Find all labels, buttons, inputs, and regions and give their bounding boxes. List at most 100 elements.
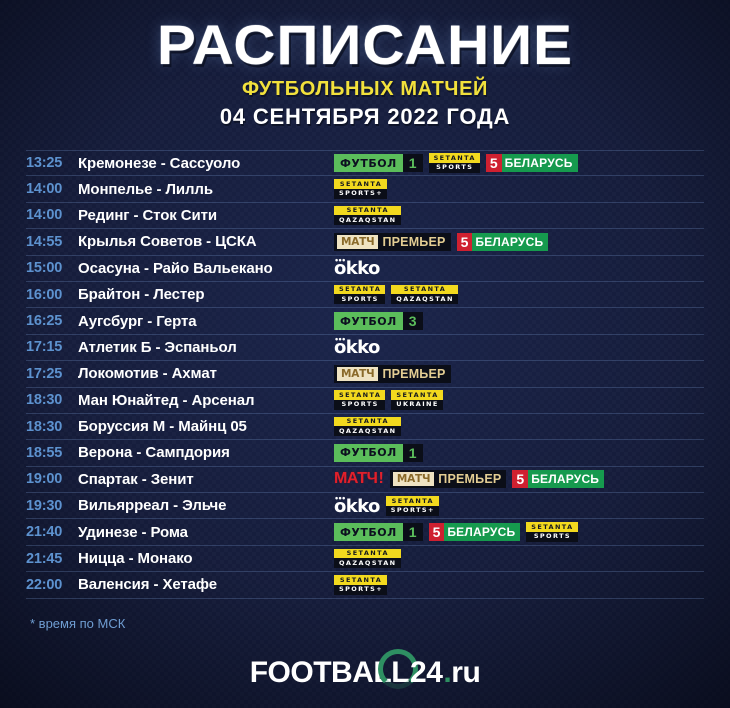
match-channels: ФУТБОЛ 1 SETANTA SPORTS 5 БЕЛАРУСЬ [334, 151, 680, 175]
match-time: 19:00 [26, 471, 63, 488]
match-channels: SETANTA QAZAQSTAN [334, 203, 680, 228]
setanta-variant: QAZAQSTAN [334, 215, 401, 226]
match-row: 18:30 Ман Юнайтед - Арсенал SETANTA SPORTS S… [26, 388, 704, 414]
match-row: 15:00 Осасуна - Райо Вальекано ••• okko [26, 256, 704, 282]
futbol-number: 3 [402, 312, 423, 331]
match-time: 19:30 [26, 497, 63, 514]
futbol-number: 1 [402, 523, 423, 542]
match-badge: МАТЧ [337, 234, 379, 249]
match-teams: Вильярреал - Эльче [78, 497, 227, 515]
match-teams: Рединг - Сток Сити [78, 206, 217, 224]
brand-text-ru: ru [451, 656, 481, 689]
premier-word: ПРЕМЬЕР [382, 234, 446, 249]
belarus-word: БЕЛАРУСЬ [528, 470, 605, 489]
page-date: 04 СЕНТЯБРЯ 2022 ГОДА [219, 104, 511, 129]
match-time: 18:30 [26, 392, 63, 409]
match-channels: МАТЧ ПРЕМЬЕР 5 БЕЛАРУСЬ [334, 229, 680, 254]
match-channels: SETANTA QAZAQSTAN [334, 414, 680, 439]
match-row: 16:25 Аугсбург - Герта ФУТБОЛ 3 [26, 308, 704, 335]
channel-logo-futbol: ФУТБОЛ 1 [334, 443, 423, 462]
channel-logo-match-tv: МАТЧ! [334, 470, 384, 488]
channel-logo-setanta: SETANTA QAZAQSTAN [391, 284, 458, 305]
match-channels: SETANTA SPORTS SETANTA UKRAINE [334, 388, 680, 413]
setanta-brand: SETANTA [526, 522, 578, 532]
channel-logo-futbol: ФУТБОЛ 1 [334, 154, 423, 173]
match-channels: ••• okko [334, 256, 680, 281]
page-subtitle: ФУТБОЛЬНЫХ МАТЧЕЙ [241, 78, 489, 100]
premier-word: ПРЕМЬЕР [438, 472, 502, 487]
channel-logo-setanta: SETANTA SPORTS [334, 390, 386, 410]
okko-dots-icon: ••• [335, 255, 346, 266]
match-channels: МАТЧ! МАТЧ ПРЕМЬЕР 5 БЕЛАРУСЬ [334, 467, 680, 492]
match-row: 19:00 Спартак - Зенит МАТЧ! МАТЧ ПРЕМЬЕР 5 БЕЛ… [26, 467, 704, 494]
channel-logo-setanta: SETANTA SPORTS+ [334, 179, 388, 199]
futbol-number: 1 [402, 154, 423, 173]
match-time: 16:25 [26, 313, 63, 330]
match-channels: МАТЧ ПРЕМЬЕР [334, 361, 680, 386]
match-channels: ФУТБОЛ 1 5 БЕЛАРУСЬ SETANTA SPORTS [334, 519, 680, 544]
channel-logo-setanta: SETANTA SPORTS+ [385, 496, 439, 516]
match-channels: ФУТБОЛ 3 [334, 308, 680, 333]
setanta-variant: SPORTS+ [334, 188, 388, 199]
setanta-variant: UKRAINE [391, 399, 443, 410]
belarus-number: 5 [456, 232, 473, 251]
premier-word: ПРЕМЬЕР [382, 366, 446, 381]
channel-logo-setanta: SETANTA SPORTS+ [334, 575, 388, 595]
match-time: 17:15 [26, 339, 63, 356]
setanta-variant: SPORTS [428, 162, 480, 173]
match-channels: ••• okko [334, 335, 680, 360]
channel-logo-okko: ••• okko [334, 255, 380, 280]
belarus-number: 5 [485, 154, 502, 173]
channel-logo-belarus5: 5 БЕЛАРУСЬ [485, 154, 578, 173]
setanta-brand: SETANTA [385, 496, 439, 506]
page-title: РАСПИСАНИЕ [157, 13, 573, 76]
match-teams: Ман Юнайтед - Арсенал [78, 391, 255, 409]
channel-logo-setanta: SETANTA QAZAQSTAN [334, 205, 401, 226]
belarus-number: 5 [428, 523, 445, 542]
belarus-word: БЕЛАРУСЬ [472, 232, 549, 251]
match-channels: SETANTA SPORTS+ [334, 176, 680, 201]
match-teams: Осасуна - Райо Вальекано [78, 259, 273, 277]
match-teams: Крылья Советов - ЦСКА [78, 233, 257, 251]
match-teams: Брайтон - Лестер [78, 286, 205, 304]
match-row: 17:25 Локомотив - Ахмат МАТЧ ПРЕМЬЕР [26, 361, 704, 388]
setanta-brand: SETANTA [334, 575, 388, 585]
setanta-brand: SETANTA [334, 416, 401, 427]
channel-logo-setanta: SETANTA SPORTS [526, 522, 578, 542]
match-time: 14:55 [26, 233, 63, 250]
match-row: 18:30 Боруссия М - Майнц 05 SETANTA QAZAQST… [26, 414, 704, 441]
match-teams: Верона - Сампдория [78, 444, 230, 462]
football24-logo[interactable]: FOOTBALL 24 . ru [250, 649, 481, 690]
channel-logo-belarus5: 5 БЕЛАРУСЬ [456, 232, 549, 251]
futbol-number: 1 [402, 443, 423, 462]
setanta-brand: SETANTA [334, 179, 388, 189]
match-teams: Аугсбург - Герта [78, 312, 197, 330]
site-footer: FOOTBALL 24 . ru [0, 649, 730, 690]
match-time: 14:00 [26, 181, 63, 198]
brand-ring-icon [377, 649, 418, 689]
setanta-variant: QAZAQSTAN [334, 558, 401, 569]
setanta-variant: QAZAQSTAN [334, 426, 401, 437]
setanta-variant: SPORTS+ [385, 505, 439, 516]
setanta-variant: SPORTS [334, 294, 386, 305]
match-channels: ФУТБОЛ 1 [334, 440, 680, 465]
setanta-brand: SETANTA [334, 284, 386, 295]
match-badge: МАТЧ [392, 472, 435, 487]
match-time: 21:40 [26, 524, 63, 541]
setanta-brand: SETANTA [391, 390, 443, 400]
setanta-brand: SETANTA [334, 548, 401, 559]
okko-word: okko [334, 258, 380, 280]
poster-header: РАСПИСАНИЕ ФУТБОЛЬНЫХ МАТЧЕЙ 04 СЕНТЯБРЯ… [0, 0, 730, 131]
match-teams: Локомотив - Ахмат [78, 365, 217, 383]
channel-logo-belarus5: 5 БЕЛАРУСЬ [428, 523, 521, 542]
match-badge: МАТЧ [337, 366, 379, 381]
setanta-brand: SETANTA [428, 153, 480, 163]
okko-word: okko [334, 337, 380, 359]
setanta-variant: QAZAQSTAN [391, 294, 458, 305]
setanta-brand: SETANTA [334, 205, 401, 216]
match-channels: ••• okko SETANTA SPORTS+ [334, 493, 680, 518]
match-teams: Валенсия - Хетафе [78, 576, 217, 594]
match-time: 22:00 [26, 576, 63, 593]
channel-logo-setanta: SETANTA SPORTS [334, 284, 386, 305]
